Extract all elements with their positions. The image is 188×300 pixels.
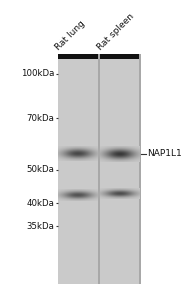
Text: 50kDa: 50kDa: [27, 165, 55, 174]
Text: Rat lung: Rat lung: [54, 20, 87, 52]
Bar: [58, 54, 141, 284]
Text: 100kDa: 100kDa: [21, 69, 55, 78]
Text: 70kDa: 70kDa: [27, 114, 55, 123]
Text: Rat spleen: Rat spleen: [95, 12, 136, 52]
Bar: [100, 54, 139, 59]
Bar: [58, 54, 98, 59]
Text: 40kDa: 40kDa: [27, 199, 55, 208]
Text: 35kDa: 35kDa: [27, 222, 55, 231]
Bar: [58, 54, 98, 284]
Text: NAP1L1: NAP1L1: [147, 149, 181, 158]
Bar: [100, 54, 139, 284]
